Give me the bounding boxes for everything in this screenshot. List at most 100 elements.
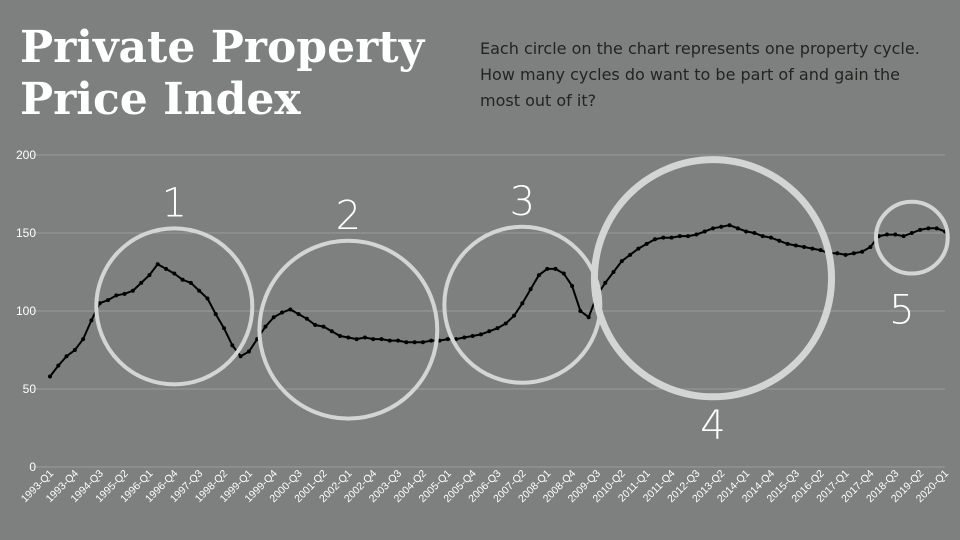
data-point bbox=[188, 280, 193, 285]
data-point bbox=[180, 277, 185, 282]
data-point bbox=[818, 248, 823, 253]
data-point bbox=[56, 363, 61, 368]
data-point bbox=[354, 337, 359, 342]
data-point bbox=[412, 340, 417, 345]
data-point bbox=[520, 301, 525, 306]
data-point bbox=[926, 226, 931, 231]
data-point bbox=[768, 235, 773, 240]
y-tick-label: 150 bbox=[16, 226, 36, 240]
data-point bbox=[727, 223, 732, 228]
cycle-circle bbox=[257, 238, 440, 421]
data-point bbox=[868, 245, 873, 250]
data-point bbox=[860, 249, 865, 254]
data-point bbox=[487, 329, 492, 334]
data-point bbox=[89, 318, 94, 323]
data-point bbox=[114, 293, 119, 298]
data-point bbox=[636, 246, 641, 251]
data-point bbox=[396, 338, 401, 343]
data-point bbox=[760, 234, 765, 239]
data-point bbox=[72, 348, 77, 352]
data-point bbox=[213, 312, 218, 317]
title-line-2: Price Index bbox=[20, 74, 301, 125]
data-point bbox=[106, 298, 111, 303]
data-point bbox=[686, 234, 691, 239]
data-point bbox=[263, 324, 268, 329]
data-point bbox=[64, 354, 69, 359]
data-point bbox=[454, 337, 459, 342]
data-point bbox=[313, 323, 318, 328]
data-point bbox=[719, 224, 724, 229]
data-point bbox=[470, 333, 475, 338]
data-point bbox=[710, 226, 715, 231]
data-point bbox=[222, 326, 227, 331]
data-point bbox=[304, 316, 309, 321]
data-point bbox=[578, 309, 583, 313]
data-point bbox=[122, 291, 127, 296]
data-point bbox=[735, 226, 740, 231]
data-point bbox=[387, 338, 392, 343]
data-point bbox=[503, 321, 508, 326]
data-point bbox=[793, 243, 798, 248]
cycle-label: 4 bbox=[700, 403, 725, 449]
data-point bbox=[155, 262, 160, 267]
data-point bbox=[238, 354, 243, 359]
data-point bbox=[893, 232, 898, 237]
data-point bbox=[603, 280, 608, 285]
data-point bbox=[429, 338, 434, 343]
data-point bbox=[81, 337, 86, 342]
data-point bbox=[553, 266, 558, 271]
cycle-label: 5 bbox=[889, 288, 914, 334]
data-point bbox=[744, 229, 749, 234]
data-point bbox=[371, 337, 376, 342]
chart-description: Each circle on the chart represents one … bbox=[480, 39, 920, 110]
data-point bbox=[884, 232, 889, 237]
data-point bbox=[619, 259, 624, 264]
data-point bbox=[752, 231, 757, 235]
data-point bbox=[785, 241, 790, 246]
data-point bbox=[512, 313, 517, 318]
data-point bbox=[677, 234, 682, 239]
data-point bbox=[843, 252, 848, 257]
data-point bbox=[661, 235, 666, 240]
data-point bbox=[702, 229, 707, 234]
data-point bbox=[379, 337, 384, 342]
data-point bbox=[901, 234, 906, 239]
data-point bbox=[230, 343, 235, 348]
data-point bbox=[777, 238, 782, 243]
data-point bbox=[694, 232, 699, 237]
y-tick-label: 50 bbox=[23, 382, 37, 396]
data-point bbox=[611, 270, 616, 274]
data-point bbox=[246, 349, 251, 354]
data-point bbox=[495, 326, 500, 331]
page-title: Private Property Price Index bbox=[20, 22, 424, 126]
data-point bbox=[197, 288, 202, 293]
data-point bbox=[420, 340, 425, 345]
data-point bbox=[802, 245, 807, 250]
cycle-label: 3 bbox=[510, 179, 535, 225]
data-point bbox=[321, 324, 326, 329]
cycle-circle bbox=[94, 226, 255, 387]
cycle-label: 1 bbox=[162, 180, 187, 226]
data-point bbox=[296, 312, 301, 317]
data-point bbox=[172, 271, 177, 276]
y-tick-label: 100 bbox=[16, 304, 36, 318]
data-point bbox=[346, 335, 351, 340]
data-point bbox=[669, 235, 674, 240]
data-point bbox=[478, 332, 483, 337]
data-point bbox=[545, 266, 550, 271]
data-point bbox=[586, 315, 591, 320]
data-point bbox=[139, 280, 144, 285]
data-point bbox=[404, 340, 409, 345]
data-point bbox=[329, 329, 334, 334]
data-point bbox=[528, 287, 533, 292]
data-point bbox=[445, 337, 450, 342]
data-point bbox=[271, 315, 276, 320]
data-point bbox=[909, 231, 914, 235]
data-point bbox=[851, 251, 856, 256]
data-point bbox=[835, 251, 840, 256]
data-point bbox=[130, 288, 135, 293]
data-point bbox=[934, 226, 939, 231]
data-point bbox=[288, 307, 293, 312]
